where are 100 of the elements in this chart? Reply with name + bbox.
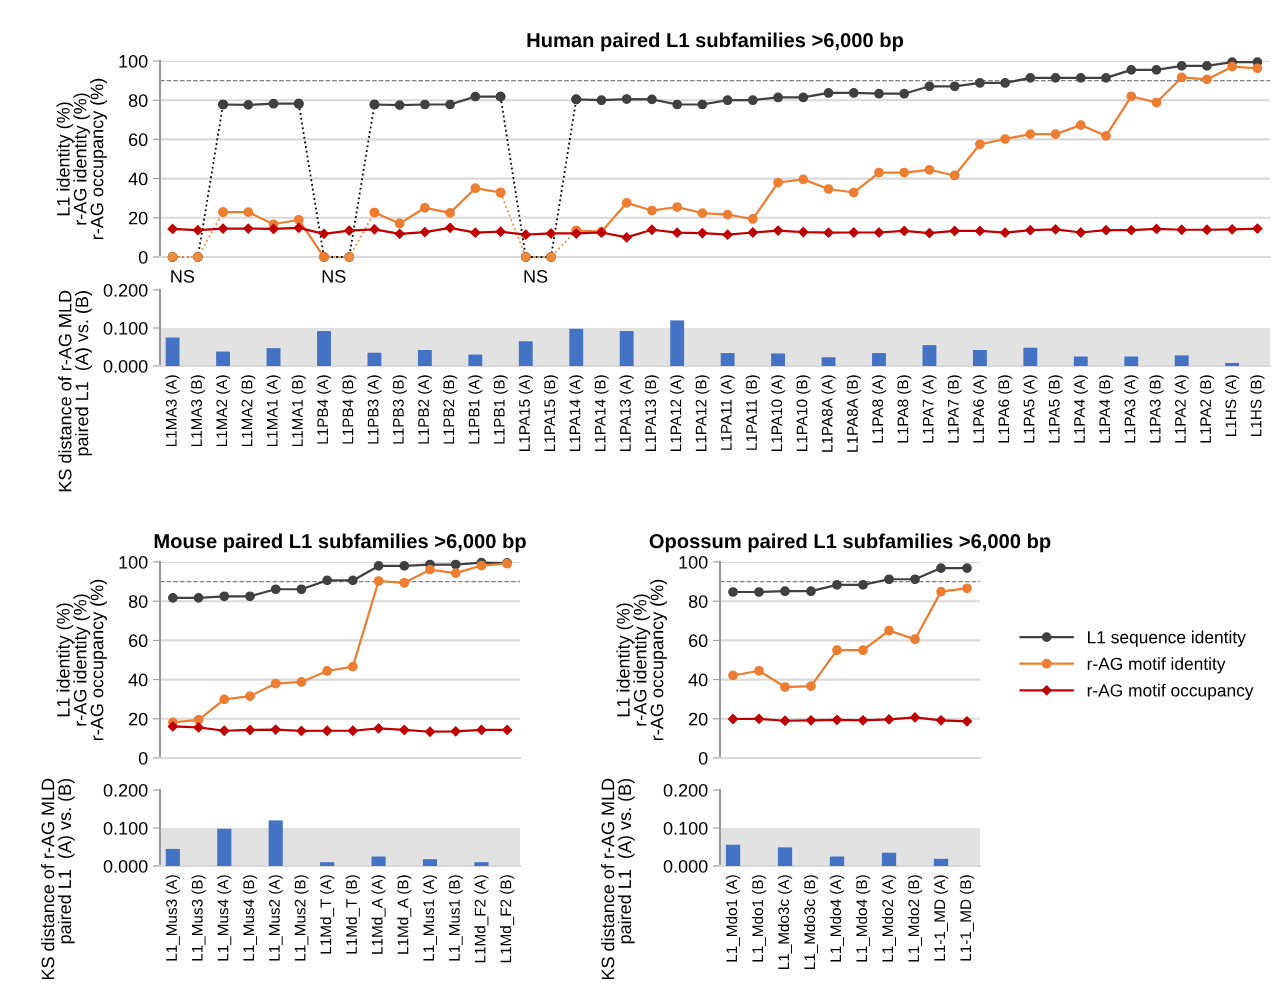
x-tick-label: L1PA8 (B) [897, 375, 912, 443]
x-tick-label: L1_Mus1 (A) [422, 875, 438, 961]
chart-title: Mouse paired L1 subfamilies >6,000 bp [154, 533, 526, 553]
x-tick-label: L1MA3 (A) [165, 375, 180, 447]
x-tick-label: L1MA1 (B) [291, 375, 306, 447]
x-tick-label: L1MA3 (B) [190, 375, 205, 447]
y-axis-title: L1 identity (%) r-AG identity (%) r-AG occupancy (%) [616, 579, 667, 741]
x-tick-label: L1_Mus2 (A) [268, 875, 283, 961]
y-axis-title: KS distance of r-AG MLD paired L1 (A) vs. (B) [41, 778, 75, 980]
x-tick-label: L1Md_F2 (A) [474, 875, 489, 963]
x-tick-label: L1PA7 (B) [947, 375, 962, 443]
y-tick-label: 0.200 [103, 283, 148, 297]
y-tick-label: 0 [138, 751, 148, 765]
x-tick-label: L1PA13 (B) [644, 375, 660, 451]
y-tick-label: 60 [689, 634, 708, 648]
y-tick-label: 60 [129, 133, 148, 147]
x-tick-label: L1PA10 (B) [796, 375, 811, 451]
x-tick-label: L1PA15 (A) [518, 375, 533, 451]
x-tick-label: L1PA10 (A) [770, 375, 786, 451]
x-tick-label: L1PA5 (A) [1023, 375, 1038, 443]
x-tick-label: L1MA2 (B) [241, 375, 256, 447]
x-tick-label: L1PA4 (A) [1073, 375, 1088, 443]
x-tick-label: L1PB1 (A) [468, 375, 483, 444]
y-tick-label: 40 [128, 673, 148, 687]
chart-title: Opossum paired L1 subfamilies >6,000 bp [649, 533, 1051, 553]
legend-label: r-AG motif occupancy [1087, 683, 1254, 701]
x-tick-label: L1_Mdo3c (A) [777, 875, 793, 970]
x-tick-label: L1Md_A (B) [397, 875, 412, 954]
x-tick-label: L1PA14 (A) [569, 375, 584, 451]
y-tick-label: 100 [119, 555, 148, 569]
x-tick-label: L1_Mus4 (A) [217, 875, 232, 961]
y-tick-label: 0 [138, 250, 148, 264]
x-tick-label: L1PB4 (A) [316, 375, 332, 444]
y-tick-label: 20 [689, 712, 708, 726]
y-tick-label: 0.100 [663, 821, 708, 835]
x-tick-label: L1_Mus3 (A) [165, 875, 180, 961]
annotation: NS [171, 269, 195, 283]
chart-title: Human paired L1 subfamilies >6,000 bp [527, 32, 904, 52]
x-tick-label: L1PA2 (B) [1199, 375, 1215, 443]
x-tick-label: L1Md_T (B) [345, 875, 360, 954]
y-tick-label: 0.000 [663, 859, 708, 873]
x-tick-label: L1_Mdo3c (B) [803, 875, 819, 970]
legend-label: L1 sequence identity [1088, 630, 1246, 647]
y-axis-title: KS distance of r-AG MLD paired L1 (A) vs. (B) [601, 778, 635, 980]
y-axis-title: L1 identity (%) r-AG identity (%) r-AG occupancy (%) [56, 579, 107, 741]
x-tick-label: L1_Mus3 (B) [191, 875, 206, 961]
x-tick-label: L1_Mdo2 (B) [907, 875, 923, 962]
x-tick-label: L1PB2 (A) [417, 375, 432, 444]
x-tick-label: L1_Mus4 (B) [242, 875, 258, 961]
x-tick-label: L1_Mus2 (B) [294, 875, 309, 961]
y-tick-label: 40 [128, 172, 148, 186]
x-tick-label: L1PA11 (B) [745, 375, 760, 450]
x-tick-label: L1PA7 (A) [922, 375, 937, 443]
x-tick-label: L1HS (B) [1250, 375, 1265, 436]
x-tick-label: L1_Mus1 (B) [448, 875, 463, 961]
x-tick-label: L1PA14 (B) [594, 375, 609, 451]
y-tick-label: 80 [128, 94, 148, 107]
x-tick-label: L1PA15 (B) [543, 375, 559, 451]
y-tick-label: 100 [119, 54, 148, 68]
x-tick-label: L1PA8A (A) [821, 375, 836, 452]
x-tick-label: L1PA2 (A) [1174, 375, 1189, 443]
y-tick-label: 0.100 [103, 321, 148, 335]
x-tick-label: L1PA3 (A) [1124, 375, 1139, 443]
x-tick-label: L1PA8 (A) [871, 375, 887, 443]
x-tick-label: L1HS (A) [1225, 375, 1240, 436]
x-tick-label: L1Md_F2 (B) [500, 875, 515, 963]
y-axis-title: L1 identity (%) r-AG identity (%) r-AG occupancy (%) [56, 78, 107, 240]
y-tick-label: 100 [679, 555, 708, 569]
y-tick-label: 80 [688, 595, 708, 608]
y-tick-label: 20 [129, 211, 148, 225]
annotation: NS [524, 269, 548, 283]
x-tick-label: L1_Mdo1 (B) [751, 875, 767, 962]
x-tick-label: L1PB1 (B) [493, 375, 508, 444]
y-tick-label: 0.000 [103, 359, 148, 373]
x-tick-label: L1PB4 (B) [342, 375, 357, 444]
x-tick-label: L1PA12 (B) [695, 375, 710, 451]
x-tick-label: L1PA12 (A) [670, 375, 685, 451]
x-tick-label: L1PB2 (B) [442, 375, 458, 444]
x-tick-label: L1PA3 (B) [1149, 375, 1164, 443]
y-tick-label: 0.000 [103, 859, 148, 873]
x-tick-label: L1PB3 (A) [367, 375, 382, 444]
y-tick-label: 0.200 [663, 783, 708, 797]
x-tick-label: L1Md_A (A) [371, 875, 386, 954]
x-tick-label: L1PA5 (B) [1048, 375, 1063, 443]
x-tick-label: L1PA6 (A) [972, 375, 987, 443]
x-tick-label: L1-1_MD (A) [933, 875, 949, 961]
x-tick-label: L1PA8A (B) [846, 375, 861, 452]
x-tick-label: L1MA1 (A) [266, 375, 281, 447]
x-tick-label: L1PB3 (B) [392, 375, 407, 444]
x-tick-label: L1PA6 (B) [997, 375, 1013, 443]
x-tick-label: L1_Mdo1 (A) [725, 875, 741, 962]
y-axis-title: KS distance of r-AG MLD paired L1 (A) vs. (B) [58, 290, 92, 492]
y-tick-label: 0 [698, 751, 708, 765]
legend-label: r-AG motif identity [1087, 657, 1226, 674]
x-tick-label: L1MA2 (A) [215, 375, 231, 447]
y-tick-label: 60 [129, 634, 148, 648]
x-tick-label: L1_Mdo4 (A) [829, 875, 845, 962]
x-tick-label: L1PA11 (A) [720, 375, 735, 450]
x-tick-label: L1PA13 (A) [619, 375, 634, 451]
x-tick-label: L1Md_T (A) [320, 875, 335, 954]
